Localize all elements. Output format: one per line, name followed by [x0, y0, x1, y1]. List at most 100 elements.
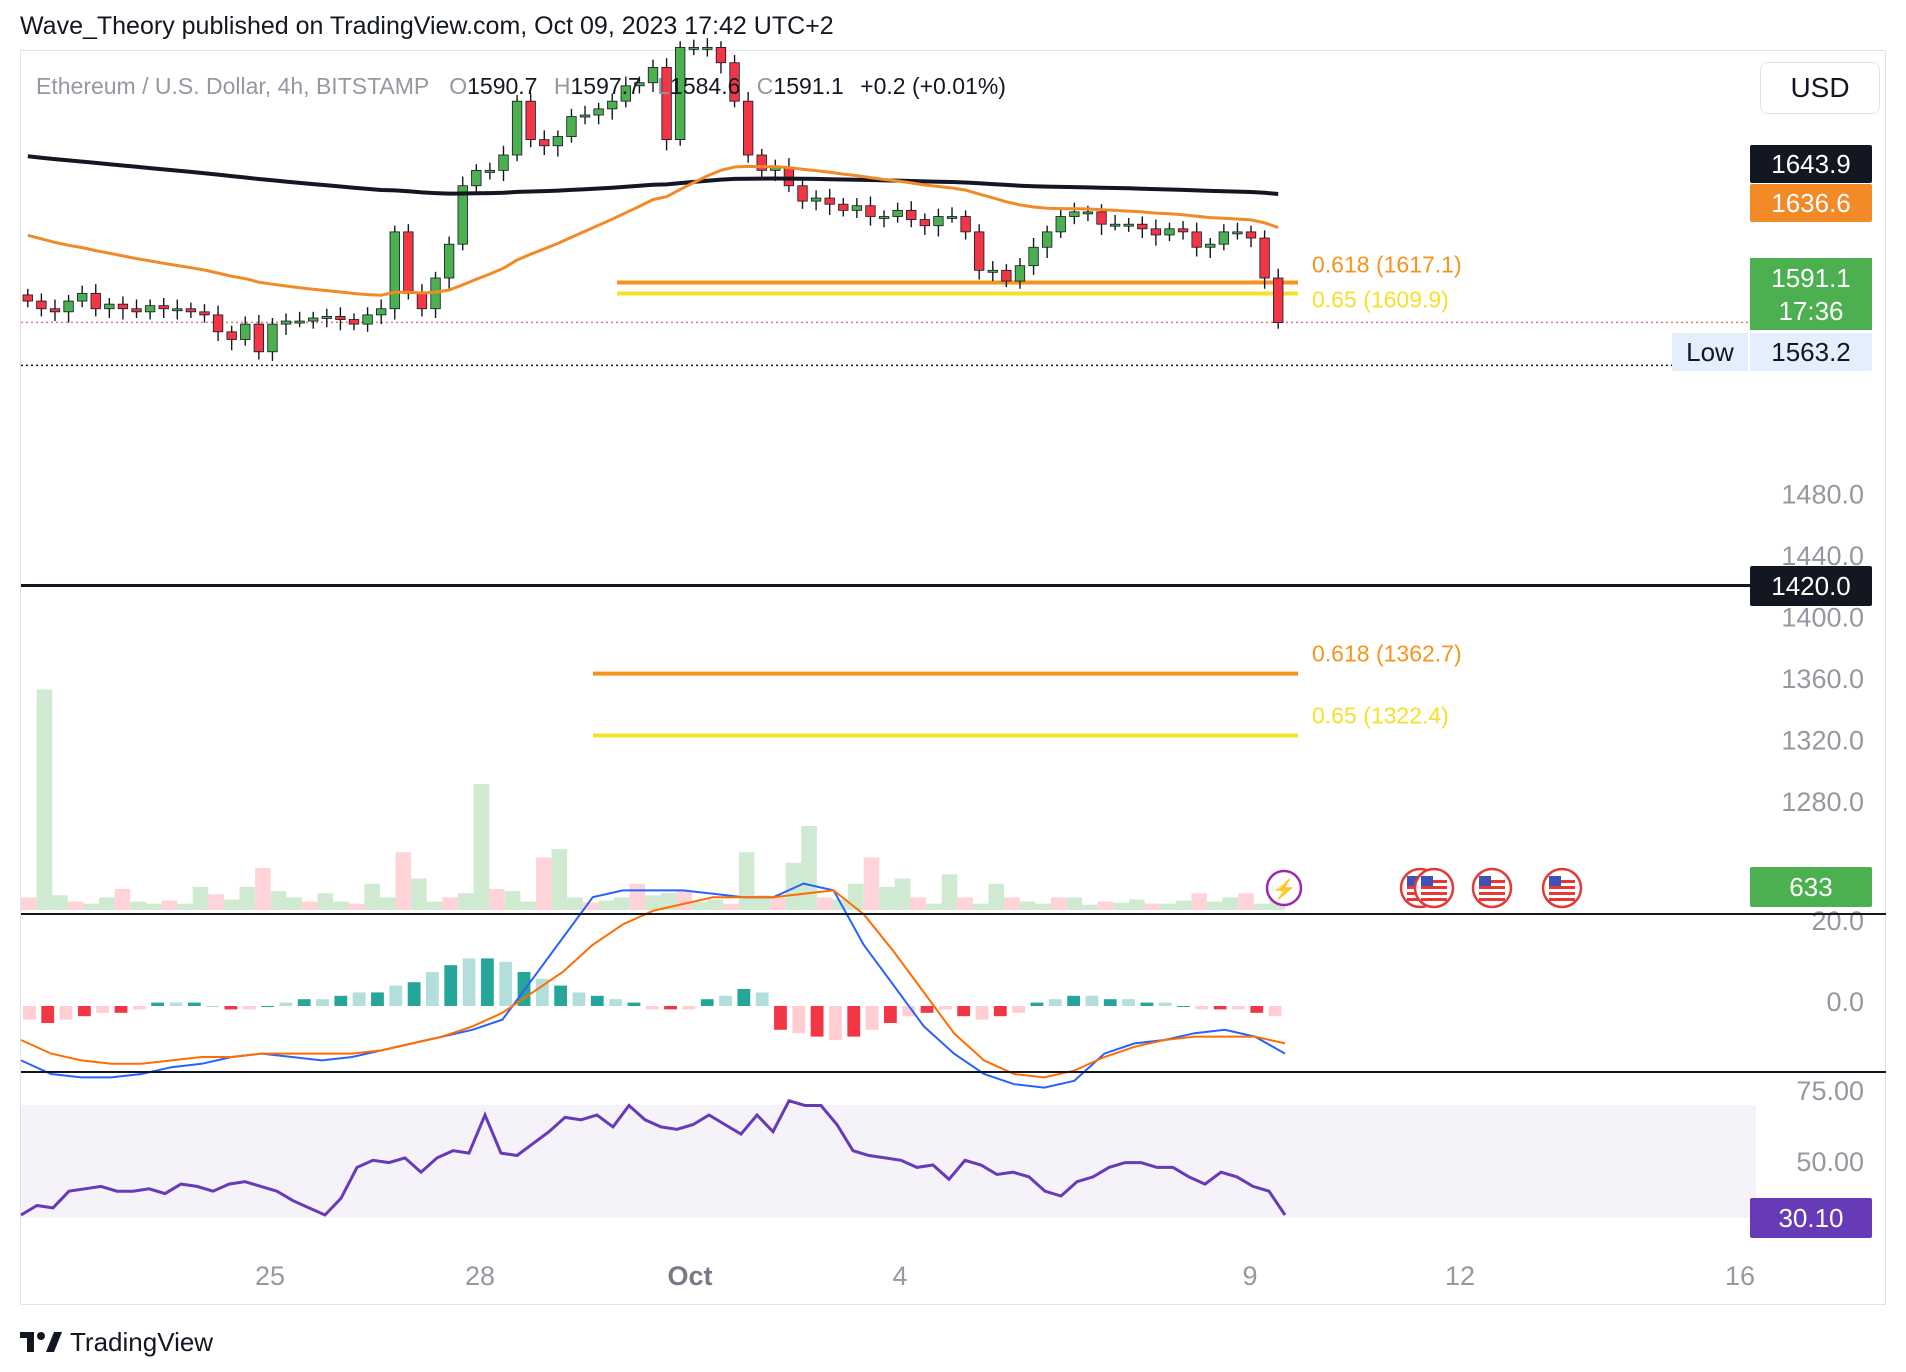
candle-body [226, 331, 237, 340]
fib-level-label: 0.618 (1617.1) [1312, 251, 1462, 277]
candle-body [607, 100, 618, 110]
chart-frame [20, 50, 1886, 1305]
candle-body [783, 166, 795, 187]
horizontal-level-tag-text: 1420.0 [1771, 571, 1851, 601]
us-flag-stripe [1479, 880, 1505, 883]
candle-body [1150, 228, 1162, 236]
candles [22, 38, 1284, 362]
candle-body [1055, 216, 1066, 233]
macd-histogram-bar [975, 1006, 989, 1020]
macd-histogram-bar [1103, 999, 1117, 1006]
ema50-price-tag-text: 1636.6 [1771, 188, 1851, 218]
ema50-price-tag [1750, 184, 1872, 222]
volume-bar [1035, 903, 1051, 910]
candle-body [1096, 211, 1107, 225]
last-price-tag-value: 1591.1 [1771, 263, 1851, 293]
candle-body [77, 292, 88, 302]
macd-histogram-bar [1195, 1006, 1209, 1010]
candle-body [539, 139, 550, 147]
price-tags: 1643.9 1636.6 1591.117:36 Low 1563.2 1420.0 63… [1672, 145, 1872, 1238]
macd-histogram-bar [609, 999, 623, 1006]
candle-body [634, 82, 645, 87]
candle-body [1014, 265, 1026, 282]
footer-brand[interactable]: TradingView [20, 1326, 213, 1358]
candle-body [702, 46, 713, 50]
volume-bar [442, 897, 458, 910]
y-tick-label: 1280.0 [1781, 787, 1864, 817]
macd-histogram-bar [1268, 1006, 1282, 1017]
macd-histogram-bar [77, 1006, 91, 1017]
volume-bar [723, 903, 739, 910]
candle-body [1273, 277, 1284, 323]
candle-body [838, 203, 849, 211]
volume-bar [1144, 903, 1161, 910]
volume-bar [848, 883, 864, 910]
last-price-countdown: 17:36 [1778, 296, 1843, 326]
volume-bar [598, 900, 614, 910]
macd-histogram-bar [627, 1002, 641, 1006]
volume-bar [1160, 903, 1176, 910]
volume-bar [239, 886, 256, 910]
lightning-glyph: ⚡ [1272, 877, 1297, 901]
rsi-value-tag [1750, 1198, 1872, 1238]
candle-body [525, 100, 536, 141]
volume-bar [177, 903, 193, 910]
candle-body [1218, 231, 1229, 245]
candle-body [960, 216, 971, 233]
low-price-tag-text: 1563.2 [1771, 337, 1851, 367]
fib-level-label: 0.65 (1322.4) [1312, 703, 1449, 729]
event-icons[interactable]: ⚡ [1265, 867, 1583, 909]
candle-body [1191, 231, 1202, 248]
volume-bar [941, 874, 958, 910]
macd-histogram-bar [462, 958, 476, 1006]
candle-body [348, 319, 360, 325]
ema-50-line [27, 164, 1279, 297]
volume-bar [52, 895, 68, 910]
y-tick-label: 1400.0 [1781, 602, 1864, 632]
y-tick-label: 1440.0 [1781, 541, 1864, 571]
macd-histogram-bar [719, 995, 732, 1006]
volume-bar [1222, 897, 1239, 910]
us-flag-stripe [1479, 898, 1505, 901]
candle-body [457, 185, 468, 245]
us-flag-stripe [1549, 880, 1575, 883]
macd-histogram-bar [352, 992, 366, 1006]
candle-body [63, 300, 74, 313]
macd-histogram-bar [535, 978, 549, 1006]
macd-y-tick: 0.0 [1826, 987, 1864, 1017]
volume-bar [972, 903, 989, 910]
candle-body [1232, 231, 1243, 235]
volume-bar [1004, 897, 1020, 910]
candle-body [865, 205, 876, 217]
macd-histogram-bar [792, 1006, 806, 1034]
volume-bar [145, 903, 162, 910]
macd-histogram-bar [847, 1006, 861, 1037]
volume-bar [270, 891, 287, 910]
candle-body [1123, 223, 1134, 227]
candle-body [742, 100, 754, 156]
candle-body [675, 46, 686, 141]
publisher-header: Wave_Theory published on TradingView.com… [20, 12, 834, 40]
macd-histogram-bar [96, 1006, 110, 1013]
macd-histogram-bar [829, 1006, 842, 1040]
candle-body [117, 303, 129, 310]
currency-button[interactable]: USD [1760, 62, 1880, 114]
candle-body [593, 108, 604, 116]
last-price-tag [1750, 258, 1872, 330]
candle-body [987, 269, 998, 273]
macd-histogram-bar [1012, 1006, 1026, 1013]
volume-bar [489, 889, 505, 910]
volume-bar [520, 901, 536, 910]
macd-histogram-bar [682, 1006, 696, 1010]
x-tick-label: 12 [1445, 1261, 1475, 1291]
candle-body [1028, 246, 1039, 267]
macd-histogram-bar [902, 1006, 916, 1017]
candle-body [22, 294, 33, 302]
volume-bar [348, 903, 365, 910]
volume-bar [551, 849, 568, 910]
volume-bar [645, 895, 661, 910]
volume-bar [36, 689, 53, 910]
volume-bar [426, 901, 443, 910]
us-flag-canton [1479, 876, 1491, 886]
